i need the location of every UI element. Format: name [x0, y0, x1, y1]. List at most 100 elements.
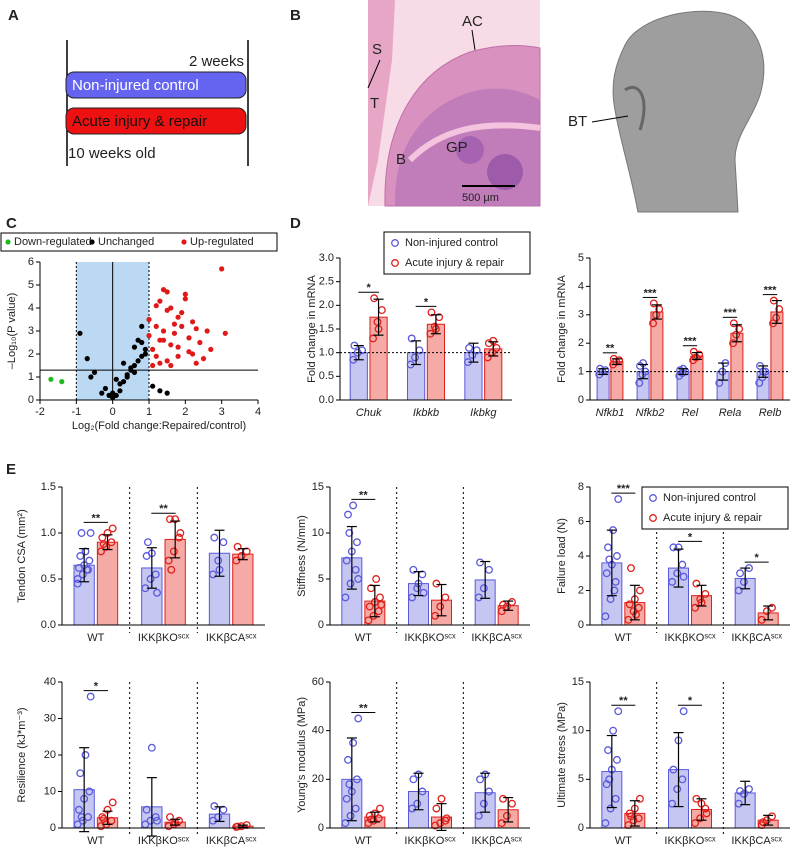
data-point — [147, 743, 156, 752]
data-point — [232, 556, 241, 565]
significance-label: ** — [359, 489, 368, 501]
legend-marker — [89, 239, 95, 245]
duration: 2 weeks — [189, 53, 244, 70]
panel-label: E — [6, 461, 16, 478]
data-point — [613, 552, 621, 560]
point — [179, 323, 185, 329]
y-tick-label: 20 — [44, 749, 56, 761]
legend-label: Unchanged — [98, 236, 154, 248]
data-point — [78, 816, 87, 825]
point — [117, 381, 123, 387]
data-point — [691, 819, 700, 828]
data-point — [342, 794, 351, 803]
data-point — [734, 586, 743, 595]
significance-label: ** — [606, 343, 615, 355]
data-point — [143, 538, 152, 547]
y-axis-label: Tendon CSA (mm²) — [16, 509, 28, 603]
y-tick-label: 40 — [312, 725, 324, 737]
y-tick-label: 3.0 — [319, 252, 334, 264]
data-point — [502, 811, 511, 820]
point — [190, 319, 196, 325]
data-point — [376, 593, 384, 602]
data-point — [370, 294, 379, 303]
point — [135, 358, 141, 364]
y-tick-label: 2.0 — [319, 299, 334, 311]
x-tick-label: IKKβCAˢᶜˣ — [206, 835, 257, 847]
legend-marker — [649, 494, 657, 502]
data-point — [729, 339, 738, 348]
point — [168, 342, 174, 348]
y-tick-label: 15 — [312, 481, 324, 493]
data-point — [497, 819, 506, 828]
x-tick-label: 2 — [182, 406, 188, 418]
point — [153, 303, 159, 309]
data-point — [736, 787, 744, 795]
data-point — [369, 611, 378, 620]
data-point — [81, 751, 90, 759]
point — [102, 385, 108, 392]
point — [182, 291, 188, 297]
data-point — [209, 816, 217, 825]
y-tick-label: 6 — [28, 256, 34, 268]
y-tick-label: 0 — [578, 619, 584, 631]
data-point — [210, 533, 219, 542]
data-point — [365, 602, 374, 611]
data-point — [164, 556, 173, 565]
error-bar — [373, 298, 384, 336]
data-point — [474, 593, 483, 602]
data-point — [602, 569, 611, 578]
x-tick-label: IKKβKOˢᶜˣ — [138, 632, 190, 644]
data-point — [476, 558, 484, 567]
data-point — [413, 584, 422, 593]
data-point — [508, 799, 516, 808]
x-tick-label: 1 — [146, 406, 152, 418]
x-tick-label: Relb — [759, 407, 782, 419]
arrow — [471, 29, 476, 51]
data-point — [696, 595, 705, 604]
error-bar — [629, 584, 640, 621]
data-point — [636, 586, 644, 595]
data-point — [419, 588, 428, 597]
data-point — [601, 819, 610, 828]
image-label: S — [372, 41, 382, 58]
point — [84, 356, 90, 362]
data-point — [345, 780, 354, 789]
data-point — [364, 616, 373, 625]
y-tick-label: 20 — [312, 773, 324, 785]
legend-label: Up-regulated — [190, 236, 254, 248]
y-axis-label: –Log₁₀(P value) — [6, 293, 18, 370]
group-box — [65, 71, 247, 99]
data-point — [627, 564, 635, 573]
data-point — [604, 543, 612, 552]
data-point — [86, 692, 95, 701]
data-point — [609, 726, 618, 735]
legend-label: Non-injured control — [405, 237, 498, 249]
error-bar — [731, 324, 742, 343]
point — [175, 353, 181, 359]
data-point — [614, 495, 623, 504]
data-point — [349, 501, 358, 510]
x-tick-label: WT — [355, 835, 372, 847]
bar — [232, 553, 254, 626]
data-point — [605, 555, 614, 564]
data-point — [768, 812, 776, 821]
data-point — [625, 600, 634, 609]
error-bar — [651, 304, 662, 320]
legend-marker — [391, 259, 399, 267]
error-bar — [740, 567, 751, 590]
data-point — [153, 588, 161, 597]
error-bar — [369, 811, 380, 823]
data-point — [615, 356, 624, 365]
data-point — [369, 334, 378, 343]
y-axis-label: Resilience (kJ*m⁻³) — [16, 707, 28, 802]
panel-label: B — [290, 7, 301, 24]
y-tick-label: 0 — [578, 822, 584, 834]
image-label: AC — [462, 13, 483, 30]
data-point — [176, 529, 185, 537]
error-bar — [146, 777, 157, 837]
x-tick-label: 3 — [219, 406, 225, 418]
error-bar — [102, 534, 113, 551]
data-point — [479, 584, 488, 593]
data-point — [341, 819, 350, 828]
data-point — [629, 816, 638, 825]
